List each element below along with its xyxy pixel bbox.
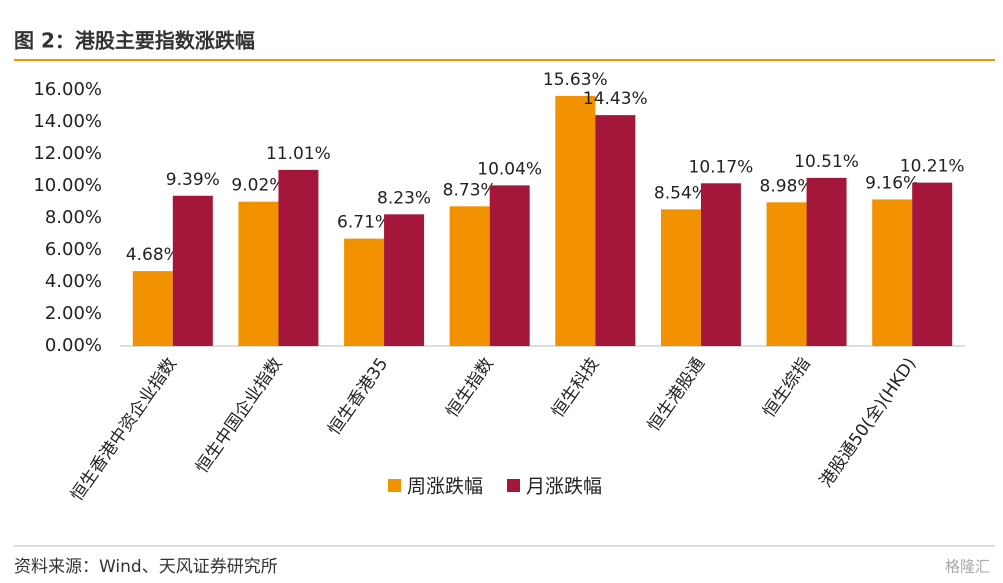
value-label: 10.21% <box>900 157 965 177</box>
y-tick-label: 16.00% <box>33 79 102 100</box>
x-tick-label: 恒生香港中资企业指数 <box>67 354 181 505</box>
value-label: 8.73% <box>443 180 497 200</box>
watermark: 格隆汇 <box>945 558 990 576</box>
value-label: 15.63% <box>543 70 608 90</box>
legend-swatch <box>388 479 401 492</box>
bar <box>238 201 279 346</box>
value-label: 4.68% <box>126 245 180 265</box>
y-tick-label: 12.00% <box>33 143 102 164</box>
y-tick-label: 14.00% <box>33 111 102 132</box>
value-label: 9.39% <box>166 170 220 190</box>
value-label: 11.01% <box>266 144 331 164</box>
x-tick-label: 恒生综指 <box>759 354 814 421</box>
value-label: 8.54% <box>654 183 708 203</box>
chart-title: 图 2：港股主要指数涨跌幅 <box>14 29 255 53</box>
source-note: 资料来源：Wind、天风证券研究所 <box>14 557 278 577</box>
x-tick-label: 恒生中国企业指数 <box>192 354 286 477</box>
value-label: 8.23% <box>377 188 431 208</box>
x-tick-label: 港股通50(全)(HKD) <box>816 354 920 491</box>
y-tick-label: 4.00% <box>45 271 102 292</box>
bar <box>555 95 596 346</box>
x-tick-label: 恒生港股通 <box>644 354 709 435</box>
x-tick-label: 恒生科技 <box>548 354 603 421</box>
legend-label: 周涨跌幅 <box>407 476 483 498</box>
legend-swatch <box>507 479 521 492</box>
bar <box>172 195 213 346</box>
value-label: 10.17% <box>689 157 754 177</box>
bar <box>384 214 425 346</box>
bar <box>766 202 807 346</box>
bar <box>872 199 913 346</box>
bar <box>132 271 173 346</box>
bar <box>449 206 490 346</box>
bar <box>489 185 530 346</box>
y-tick-label: 0.00% <box>45 335 102 356</box>
value-label: 14.43% <box>583 89 648 109</box>
bar <box>912 182 953 346</box>
value-label: 8.98% <box>760 176 814 196</box>
bar <box>595 115 636 347</box>
bar <box>700 183 741 346</box>
y-tick-label: 10.00% <box>33 175 102 196</box>
y-tick-label: 8.00% <box>45 207 102 228</box>
bar <box>660 209 701 346</box>
bar <box>806 177 847 346</box>
bar <box>344 238 385 346</box>
y-tick-label: 2.00% <box>45 303 102 324</box>
y-tick-label: 6.00% <box>45 239 102 260</box>
value-label: 10.51% <box>794 152 859 172</box>
value-label: 10.04% <box>477 159 542 179</box>
value-label: 6.71% <box>337 213 391 233</box>
value-label: 9.16% <box>865 173 919 193</box>
legend-label: 月涨跌幅 <box>526 476 602 498</box>
x-tick-label: 恒生香港35 <box>324 354 392 439</box>
bar <box>278 169 319 346</box>
x-tick-label: 恒生指数 <box>442 354 497 421</box>
value-label: 9.02% <box>231 176 285 196</box>
